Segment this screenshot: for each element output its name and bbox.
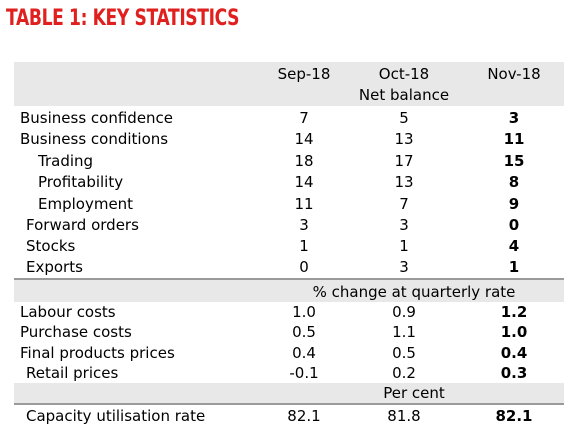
value-nov18: 11 bbox=[503, 130, 525, 148]
value-nov18: 0.4 bbox=[500, 344, 528, 362]
value-nov18: 0.3 bbox=[500, 364, 528, 382]
section-divider bbox=[14, 278, 564, 280]
value-nov18: 3 bbox=[508, 109, 520, 127]
value-oct18: 13 bbox=[394, 173, 414, 191]
value-sep18: 3 bbox=[299, 216, 309, 234]
row-label: Retail prices bbox=[26, 364, 119, 382]
row-label: Labour costs bbox=[20, 303, 116, 321]
value-nov18: 8 bbox=[508, 173, 520, 191]
column-header-sep18: Sep-18 bbox=[277, 65, 331, 83]
unit-label-net-balance: Net balance bbox=[358, 86, 450, 104]
value-sep18: 14 bbox=[294, 130, 314, 148]
value-nov18: 1 bbox=[508, 258, 520, 276]
value-sep18: 11 bbox=[294, 195, 314, 213]
table-row: Business confidence 7 5 3 bbox=[14, 108, 564, 128]
value-oct18: 5 bbox=[399, 109, 409, 127]
value-oct18: 17 bbox=[394, 152, 414, 170]
value-sep18: 0 bbox=[299, 258, 309, 276]
value-nov18: 1.2 bbox=[500, 303, 528, 321]
value-sep18: 1 bbox=[299, 237, 309, 255]
value-nov18: 9 bbox=[508, 195, 520, 213]
value-sep18: 82.1 bbox=[287, 407, 321, 425]
table-row: Profitability 14 13 8 bbox=[14, 172, 564, 192]
row-label: Stocks bbox=[26, 237, 76, 255]
value-sep18: -0.1 bbox=[289, 364, 319, 382]
row-label: Trading bbox=[38, 152, 94, 170]
table-row: Employment 11 7 9 bbox=[14, 194, 564, 214]
unit-label-quarterly-change: % change at quarterly rate bbox=[312, 283, 516, 301]
value-oct18: 3 bbox=[399, 216, 409, 234]
value-oct18: 0.9 bbox=[392, 303, 416, 321]
value-sep18: 18 bbox=[294, 152, 314, 170]
table-row: Labour costs 1.0 0.9 1.2 bbox=[14, 302, 564, 322]
value-oct18: 13 bbox=[394, 130, 414, 148]
table-row: Stocks 1 1 4 bbox=[14, 236, 564, 256]
statistics-table: Sep-18 Oct-18 Nov-18 Net balance Busines… bbox=[14, 62, 564, 429]
value-oct18: 81.8 bbox=[387, 407, 421, 425]
value-nov18: 1.0 bbox=[500, 323, 528, 341]
row-label: Capacity utilisation rate bbox=[26, 407, 206, 425]
section-divider bbox=[14, 403, 564, 405]
table-row: Exports 0 3 1 bbox=[14, 257, 564, 277]
table-row: Final products prices 0.4 0.5 0.4 bbox=[14, 343, 564, 363]
row-label: Business confidence bbox=[20, 109, 174, 127]
value-sep18: 1.0 bbox=[292, 303, 316, 321]
table-title: TABLE 1: KEY STATISTICS bbox=[6, 6, 240, 31]
table-row: Business conditions 14 13 11 bbox=[14, 129, 564, 149]
value-oct18: 1.1 bbox=[392, 323, 416, 341]
unit-band-2 bbox=[14, 280, 564, 302]
row-label: Business conditions bbox=[20, 130, 169, 148]
row-label: Exports bbox=[26, 258, 83, 276]
row-label: Purchase costs bbox=[20, 323, 132, 341]
value-oct18: 3 bbox=[399, 258, 409, 276]
table-row: Purchase costs 0.5 1.1 1.0 bbox=[14, 322, 564, 342]
value-nov18: 0 bbox=[508, 216, 520, 234]
header-row: Sep-18 Oct-18 Nov-18 bbox=[14, 64, 564, 84]
unit-band-3 bbox=[14, 383, 564, 403]
row-label: Profitability bbox=[38, 173, 124, 191]
value-sep18: 0.4 bbox=[292, 344, 316, 362]
value-oct18: 0.2 bbox=[392, 364, 416, 382]
table-row: Trading 18 17 15 bbox=[14, 151, 564, 171]
value-oct18: 1 bbox=[399, 237, 409, 255]
value-nov18: 15 bbox=[503, 152, 525, 170]
table-row: Forward orders 3 3 0 bbox=[14, 215, 564, 235]
value-sep18: 7 bbox=[299, 109, 309, 127]
value-sep18: 14 bbox=[294, 173, 314, 191]
header-band bbox=[14, 62, 564, 106]
value-sep18: 0.5 bbox=[292, 323, 316, 341]
table-row: Capacity utilisation rate 82.1 81.8 82.1 bbox=[14, 406, 564, 426]
value-nov18: 4 bbox=[508, 237, 520, 255]
row-label: Final products prices bbox=[20, 344, 175, 362]
column-header-oct18: Oct-18 bbox=[378, 65, 430, 83]
value-oct18: 7 bbox=[399, 195, 409, 213]
unit-label-per-cent: Per cent bbox=[383, 384, 445, 402]
value-nov18: 82.1 bbox=[495, 407, 533, 425]
row-label: Employment bbox=[38, 195, 134, 213]
value-oct18: 0.5 bbox=[392, 344, 416, 362]
row-label: Forward orders bbox=[26, 216, 139, 234]
column-header-nov18: Nov-18 bbox=[487, 65, 541, 83]
table-row: Retail prices -0.1 0.2 0.3 bbox=[14, 363, 564, 383]
